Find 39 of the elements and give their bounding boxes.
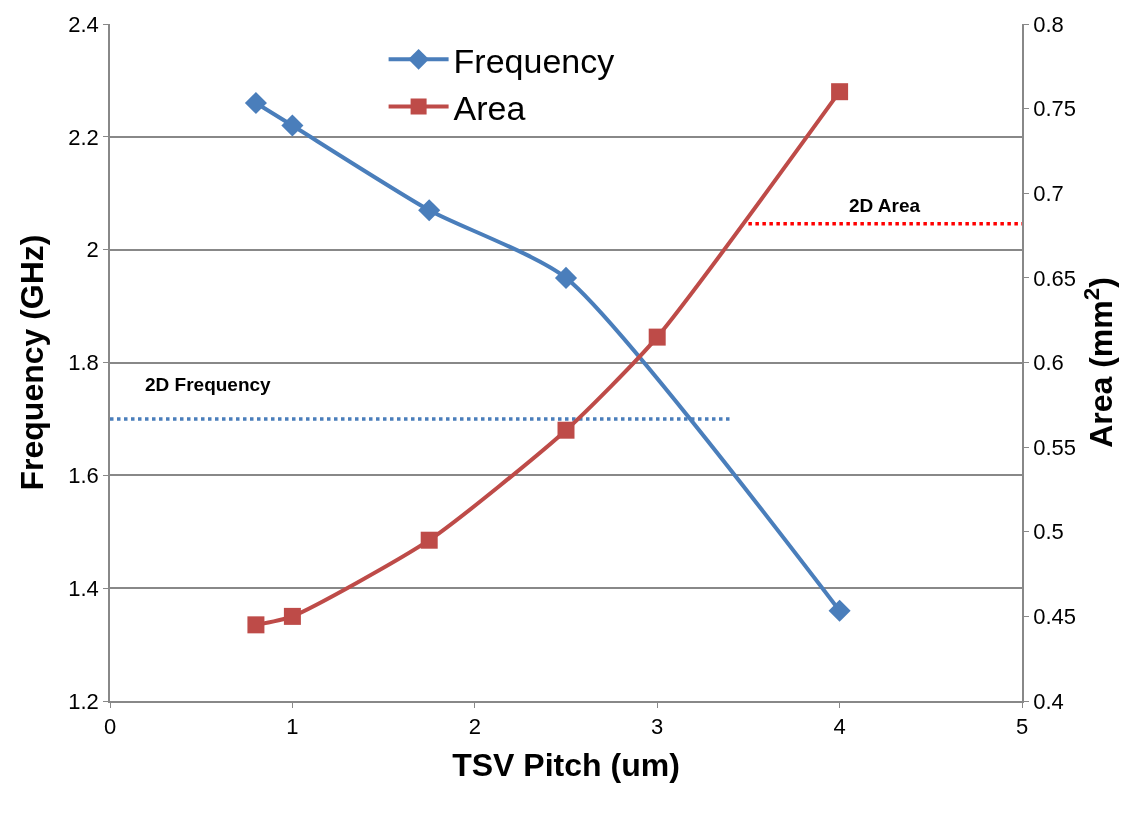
y-tick-label: 1.2 <box>68 688 99 714</box>
y2-tick-label: 0.6 <box>1033 350 1064 376</box>
point <box>648 328 666 346</box>
x-tick-label: 3 <box>651 714 664 740</box>
point <box>557 421 575 439</box>
x-tick-label: 2 <box>468 714 481 740</box>
x-tick-label: 5 <box>1015 714 1029 740</box>
series-label: 2D Area <box>849 195 921 216</box>
y-axis-title: Frequency (GHz) <box>14 234 51 491</box>
y2-tick-label: 0.7 <box>1033 180 1064 206</box>
point <box>418 199 441 222</box>
y-tick-label: 1.6 <box>68 463 99 489</box>
x-tick-label: 1 <box>286 714 299 740</box>
y2-tick-label: 0.45 <box>1033 604 1076 630</box>
y2-tick-label: 0.75 <box>1033 96 1076 122</box>
y-tick-label: 2.4 <box>68 11 99 37</box>
y-tick-label: 2.2 <box>68 124 99 150</box>
x-tick-label: 0 <box>103 714 117 740</box>
y-tick-label: 1.4 <box>68 575 99 601</box>
point <box>420 531 438 549</box>
series-label: 2D Frequency <box>145 374 272 395</box>
point <box>554 266 578 289</box>
y2-tick-label: 0.5 <box>1033 519 1064 545</box>
y-tick-label: 2 <box>86 237 99 263</box>
legend-label: Area <box>453 88 526 127</box>
legend-label: Frequency <box>453 41 615 80</box>
point <box>281 114 304 137</box>
x-tick-label: 4 <box>833 714 846 740</box>
y2-tick-label: 0.8 <box>1033 11 1064 37</box>
point <box>247 616 265 634</box>
point <box>283 607 301 625</box>
x-axis-title: TSV Pitch (um) <box>452 746 680 783</box>
point <box>831 83 849 101</box>
point <box>244 91 267 115</box>
y2-tick-label: 0.55 <box>1033 434 1076 460</box>
point <box>828 599 851 622</box>
y-tick-label: 1.8 <box>68 350 99 376</box>
y2-tick-label: 0.65 <box>1033 265 1076 291</box>
y2-tick-label: 0.4 <box>1033 688 1064 714</box>
